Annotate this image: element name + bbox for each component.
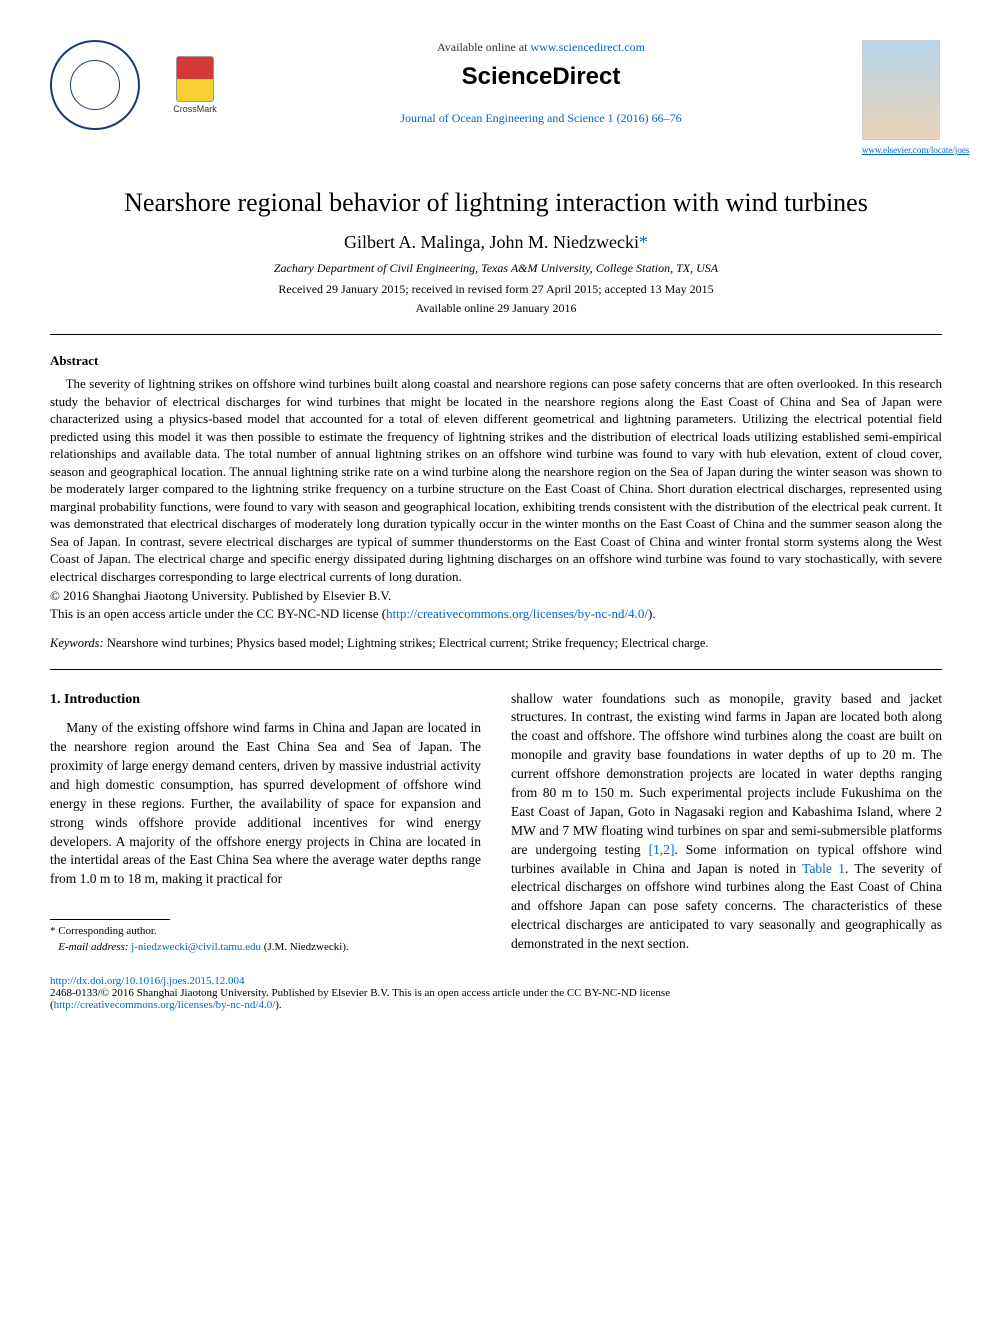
- author-email-link[interactable]: j-niedzwecki@civil.tamu.edu: [131, 941, 261, 953]
- footnote-rule: [50, 919, 170, 920]
- available-online-line: Available online at www.sciencedirect.co…: [240, 40, 842, 55]
- crossmark-icon: [176, 56, 214, 102]
- abstract-body: The severity of lightning strikes on off…: [50, 375, 942, 586]
- email-suffix: (J.M. Niedzwecki).: [261, 941, 349, 953]
- history-dates-1: Received 29 January 2015; received in re…: [50, 282, 942, 297]
- available-online-prefix: Available online at: [437, 40, 530, 54]
- license-prefix: This is an open access article under the…: [50, 606, 386, 621]
- article-title: Nearshore regional behavior of lightning…: [50, 188, 942, 218]
- authors-names: Gilbert A. Malinga, John M. Niedzwecki: [344, 232, 639, 252]
- crossmark-label: CrossMark: [170, 104, 220, 114]
- header-row: CrossMark Available online at www.scienc…: [50, 40, 942, 158]
- footer-license-link[interactable]: http://creativecommons.org/licenses/by-n…: [54, 999, 276, 1011]
- journal-cover-block: www.elsevier.com/locate/joes: [862, 40, 942, 158]
- center-header: Available online at www.sciencedirect.co…: [220, 40, 862, 126]
- license-suffix: ).: [648, 606, 656, 621]
- section-1-heading: 1. Introduction: [50, 690, 481, 710]
- journal-homepage-link[interactable]: www.elsevier.com/locate/joes: [862, 145, 969, 155]
- rule-above-abstract: [50, 334, 942, 335]
- history-dates-2: Available online 29 January 2016: [50, 301, 942, 316]
- abstract-heading: Abstract: [50, 353, 942, 369]
- body-columns: 1. Introduction Many of the existing off…: [50, 690, 942, 955]
- corresponding-marker: *: [639, 232, 648, 252]
- email-footnote: E-mail address: j-niedzwecki@civil.tamu.…: [50, 940, 481, 955]
- keywords-label: Keywords:: [50, 636, 104, 650]
- left-column: 1. Introduction Many of the existing off…: [50, 690, 481, 955]
- journal-cover-image: [862, 40, 940, 140]
- intro-para-left: Many of the existing offshore wind farms…: [50, 719, 481, 889]
- left-logos: CrossMark: [50, 40, 220, 130]
- table-1-link[interactable]: Table 1: [802, 861, 845, 876]
- university-logo: [50, 40, 140, 130]
- copyright-line: © 2016 Shanghai Jiaotong University. Pub…: [50, 588, 942, 604]
- authors-line: Gilbert A. Malinga, John M. Niedzwecki*: [50, 232, 942, 253]
- license-url-link[interactable]: http://creativecommons.org/licenses/by-n…: [386, 606, 648, 621]
- journal-citation[interactable]: Journal of Ocean Engineering and Science…: [240, 111, 842, 126]
- license-line: This is an open access article under the…: [50, 606, 942, 622]
- intro-para-right: shallow water foundations such as monopi…: [511, 690, 942, 954]
- sciencedirect-brand: ScienceDirect: [240, 63, 842, 91]
- ref-1-2-link[interactable]: [1,2]: [649, 842, 675, 857]
- crossmark-badge[interactable]: CrossMark: [170, 56, 220, 114]
- keywords-line: Keywords: Nearshore wind turbines; Physi…: [50, 636, 942, 651]
- doi-link[interactable]: http://dx.doi.org/10.1016/j.joes.2015.12…: [50, 975, 244, 987]
- right-text-1: shallow water foundations such as monopi…: [511, 691, 942, 857]
- issn-copyright-line: 2468-0133/© 2016 Shanghai Jiaotong Unive…: [50, 987, 942, 999]
- footer-license-line: (http://creativecommons.org/licenses/by-…: [50, 999, 942, 1011]
- footer-license-close: ).: [275, 999, 281, 1011]
- rule-below-keywords: [50, 669, 942, 670]
- university-logo-inner: [70, 60, 120, 110]
- sciencedirect-url-link[interactable]: www.sciencedirect.com: [530, 40, 645, 54]
- right-column: shallow water foundations such as monopi…: [511, 690, 942, 955]
- email-label: E-mail address:: [58, 941, 131, 953]
- corresponding-footnote: * Corresponding author.: [50, 924, 481, 939]
- page-footer: http://dx.doi.org/10.1016/j.joes.2015.12…: [50, 975, 942, 1011]
- affiliation: Zachary Department of Civil Engineering,…: [50, 261, 942, 276]
- keywords-list: Nearshore wind turbines; Physics based m…: [104, 636, 709, 650]
